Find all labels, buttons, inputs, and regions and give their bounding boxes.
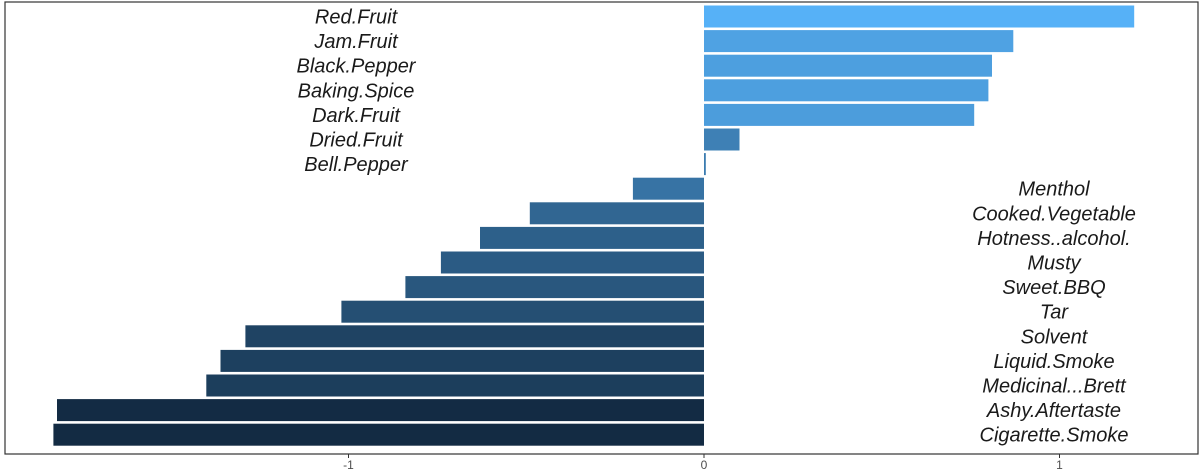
bar-jam-fruit <box>704 30 1014 53</box>
bar-musty <box>440 251 704 274</box>
bar-red-fruit <box>704 5 1135 28</box>
category-label-hotness-alcohol: Hotness..alcohol. <box>977 228 1130 250</box>
bar-sweet-bbq <box>405 276 704 299</box>
x-axis-ticks: -1 0 1 <box>343 454 1063 472</box>
category-label-red-fruit: Red.Fruit <box>315 7 399 29</box>
category-label-solvent: Solvent <box>1021 326 1089 348</box>
category-label-dark-fruit: Dark.Fruit <box>312 105 401 127</box>
bar-tar <box>341 300 704 323</box>
category-label-ashy-aftertaste: Ashy.Aftertaste <box>986 400 1121 422</box>
bar-baking-spice <box>704 79 989 102</box>
category-label-jam-fruit: Jam.Fruit <box>313 31 399 53</box>
bar-black-pepper <box>704 54 992 77</box>
category-label-black-pepper: Black.Pepper <box>297 56 417 78</box>
bar-solvent <box>245 325 704 348</box>
category-label-cigarette-smoke: Cigarette.Smoke <box>980 425 1129 447</box>
category-label-tar: Tar <box>1040 302 1070 324</box>
bar-hotness-alcohol <box>480 226 704 249</box>
x-tick-label: 0 <box>701 458 708 472</box>
bars-group <box>53 5 1135 446</box>
bar-menthol <box>632 177 704 200</box>
category-label-baking-spice: Baking.Spice <box>298 80 415 102</box>
category-label-medicinal-brett: Medicinal...Brett <box>982 376 1127 398</box>
bar-ashy-aftertaste <box>57 399 704 422</box>
bar-liquid-smoke <box>220 349 704 372</box>
category-label-sweet-bbq: Sweet.BBQ <box>1002 277 1105 299</box>
bar-dried-fruit <box>704 128 740 151</box>
category-label-dried-fruit: Dried.Fruit <box>309 130 404 152</box>
category-label-cooked-vegetable: Cooked.Vegetable <box>972 203 1136 225</box>
bar-bell-pepper <box>704 153 706 176</box>
bar-medicinal-brett <box>206 374 705 397</box>
category-label-menthol: Menthol <box>1018 179 1090 201</box>
bar-dark-fruit <box>704 103 975 126</box>
category-label-bell-pepper: Bell.Pepper <box>304 154 409 176</box>
bar-cigarette-smoke <box>53 423 704 446</box>
bar-cooked-vegetable <box>529 202 704 225</box>
category-label-liquid-smoke: Liquid.Smoke <box>993 351 1114 373</box>
category-label-musty: Musty <box>1027 253 1081 275</box>
x-tick-label: 1 <box>1056 458 1063 472</box>
x-tick-label: -1 <box>343 458 354 472</box>
